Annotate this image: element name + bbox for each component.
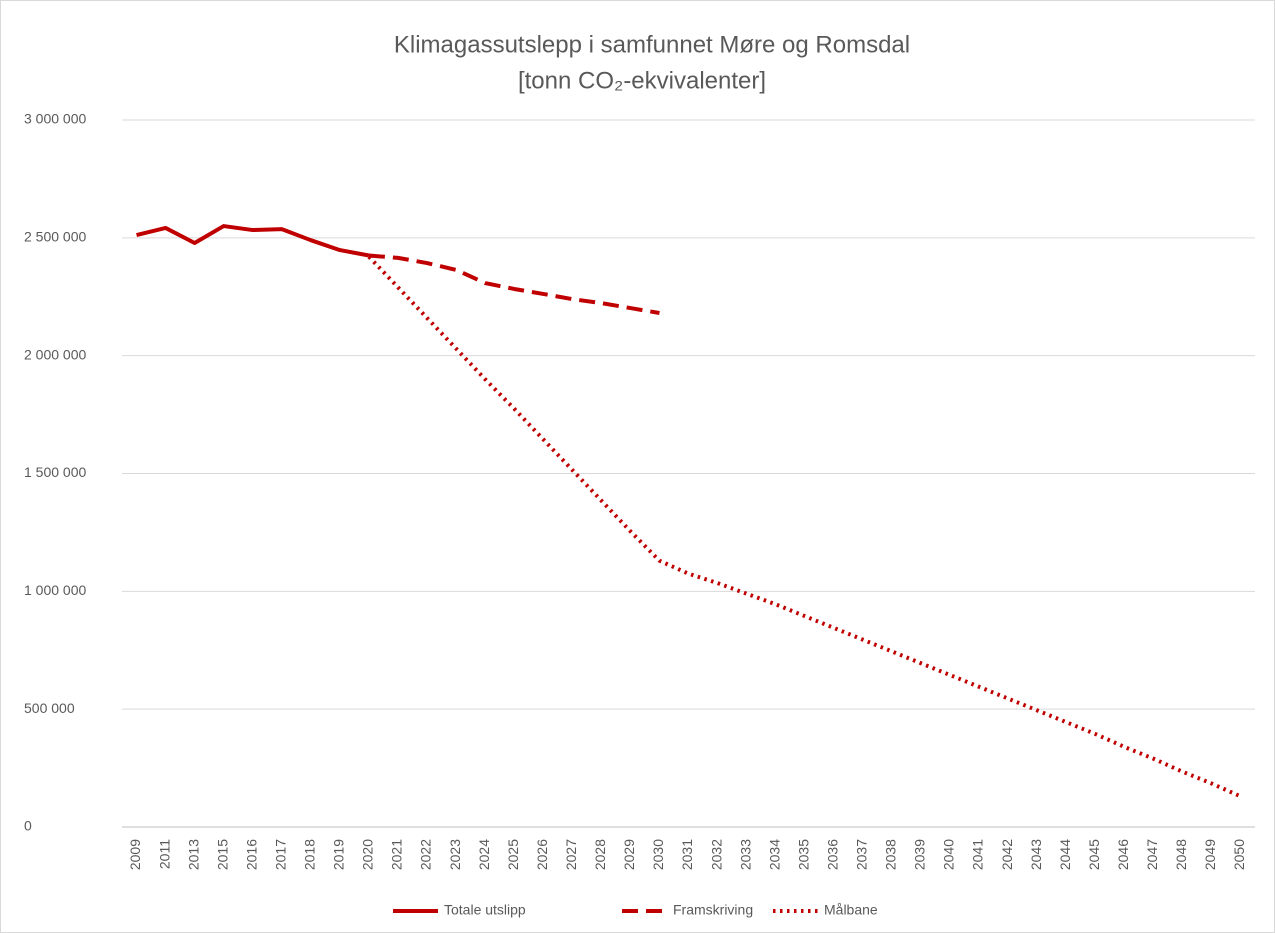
x-tick-label: 2030 [650, 839, 666, 870]
x-tick-label: 2018 [302, 839, 318, 870]
x-tick-label: 2050 [1231, 839, 1247, 870]
y-tick-label: 2 500 000 [24, 229, 86, 245]
x-tick-label: 2023 [447, 839, 463, 870]
x-tick-label: 2015 [214, 839, 230, 870]
x-tick-label: 2020 [360, 839, 376, 870]
y-tick-label: 500 000 [24, 700, 75, 716]
chart-subtitle: [tonn CO₂-ekvivalenter] [518, 67, 766, 94]
x-tick-label: 2029 [621, 839, 637, 870]
x-tick-label: 2043 [1028, 839, 1044, 870]
x-tick-label: 2016 [243, 839, 259, 870]
x-tick-label: 2049 [1202, 839, 1218, 870]
x-tick-label: 2048 [1173, 839, 1189, 870]
x-tick-label: 2011 [156, 839, 172, 869]
x-tick-label: 2026 [534, 839, 550, 870]
x-tick-label: 2028 [592, 839, 608, 870]
x-tick-label: 2044 [1057, 839, 1073, 870]
chart-title: Klimagassutslepp i samfunnet Møre og Rom… [394, 31, 910, 58]
x-tick-label: 2027 [563, 839, 579, 870]
x-tick-label: 2019 [331, 839, 347, 870]
legend-label: Totale utslipp [444, 902, 526, 918]
x-tick-label: 2033 [737, 839, 753, 870]
y-tick-label: 1 000 000 [24, 582, 86, 598]
x-tick-label: 2013 [185, 839, 201, 870]
x-tick-label: 2036 [824, 839, 840, 870]
line-series [368, 253, 660, 315]
line-series [367, 255, 1242, 799]
x-tick-label: 2032 [708, 839, 724, 870]
x-tick-label: 2039 [912, 839, 928, 870]
x-tick-label: 2046 [1115, 839, 1131, 870]
y-tick-label: 3 000 000 [24, 111, 86, 127]
x-tick-label: 2031 [679, 839, 695, 870]
x-tick-label: 2034 [766, 839, 782, 870]
y-tick-label: 1 500 000 [24, 464, 86, 480]
x-tick-label: 2024 [476, 839, 492, 870]
x-tick-label: 2035 [795, 839, 811, 870]
x-tick-label: 2040 [941, 839, 957, 870]
x-tick-label: 2017 [272, 839, 288, 870]
x-tick-label: 2021 [389, 839, 405, 870]
legend-label: Målbane [824, 902, 878, 918]
x-tick-label: 2045 [1086, 839, 1102, 870]
x-tick-label: 2038 [883, 839, 899, 870]
x-tick-label: 2009 [127, 839, 143, 870]
x-tick-label: 2025 [505, 839, 521, 870]
y-tick-label: 0 [24, 818, 32, 834]
legend-label: Framskriving [673, 902, 753, 918]
x-tick-label: 2042 [999, 839, 1015, 870]
x-tick-label: 2037 [854, 839, 870, 870]
line-series [136, 224, 370, 258]
x-tick-label: 2022 [418, 839, 434, 870]
x-tick-label: 2047 [1144, 839, 1160, 870]
x-tick-label: 2041 [970, 839, 986, 870]
y-tick-label: 2 000 000 [24, 346, 86, 362]
